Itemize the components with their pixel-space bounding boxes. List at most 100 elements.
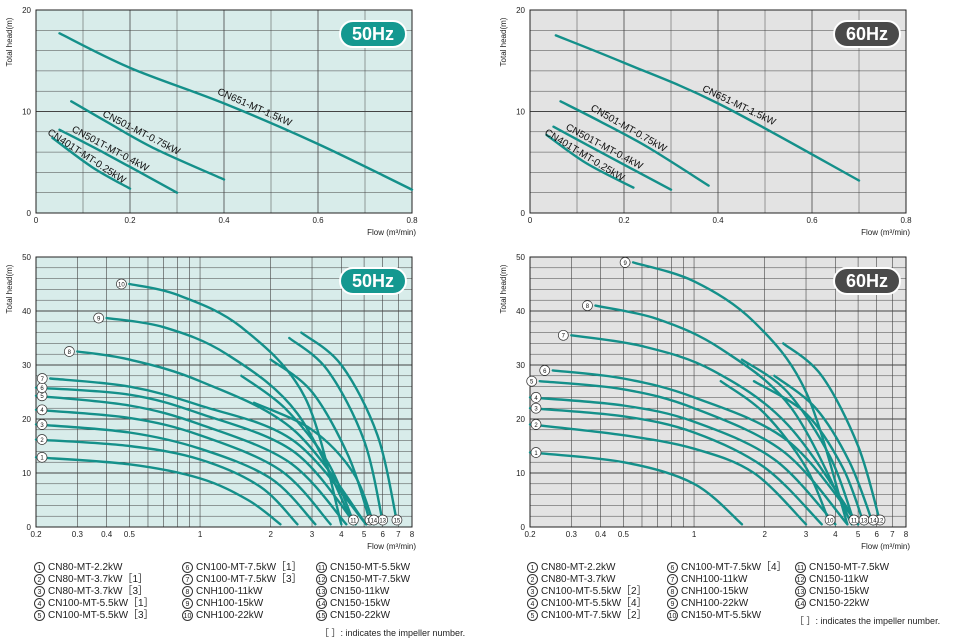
x-axis-label: Flow (m³/min): [367, 542, 416, 551]
legend-item: 7 CNH100-11kW: [667, 574, 787, 586]
series-line: [752, 380, 866, 526]
y-tick-label: 0: [27, 523, 32, 532]
curve-marker-number: 3: [40, 423, 44, 429]
y-tick-label: 10: [516, 469, 525, 478]
x-axis-label: Flow (m³/min): [861, 542, 910, 551]
legend-right-note: ［ ］: indicates the impeller number.: [795, 616, 941, 626]
x-tick-label: 8: [410, 530, 415, 539]
frequency-badge-text: 60Hz: [846, 24, 888, 44]
y-tick-label: 0: [521, 209, 526, 218]
x-tick-label: 0.2: [524, 530, 536, 539]
legend-item-number: 15: [316, 610, 327, 621]
legend-item: 5 CN100-MT-5.5kW［3］: [34, 610, 154, 622]
series-line: [34, 386, 357, 526]
y-tick-label: 30: [516, 361, 525, 370]
series-lines: [51, 32, 414, 194]
frequency-badge: 50Hz: [339, 20, 407, 48]
series-lines: [34, 282, 399, 526]
series-line: [288, 336, 384, 523]
legend-item-number: 9: [667, 598, 678, 609]
series-line: [528, 396, 837, 526]
curve-marker-number: 4: [534, 396, 538, 402]
curve-marker-circle: [557, 329, 569, 341]
frequency-badge-shape: [833, 20, 901, 48]
legend-item: 8 CNH100-11kW: [182, 586, 302, 598]
legend-left-col-1: 1 CN80-MT-2.2kW 2 CN80-MT-3.7kW［1］ 3 CN80-MT-…: [34, 562, 154, 622]
legend-left-col-2: 6 CN100-MT-7.5kW［1］ 7 CN100-MT-7.5kW［3］ 8 CNH…: [182, 562, 302, 622]
y-tick-label: 10: [22, 469, 31, 478]
legend-item-number: 11: [316, 562, 327, 573]
legend-item: 1 CN80-MT-2.2kW: [527, 562, 647, 574]
legend-item-number: 14: [316, 598, 327, 609]
x-tick-label: 0.2: [124, 216, 136, 225]
series-line: [773, 374, 875, 526]
y-axis-label: Total head(m): [5, 17, 14, 66]
chart-top-50: 0 0.2 0.4 0.6 0.8 0 10 20 Flow (m³/min) Total hea…: [5, 6, 418, 237]
x-tick-label: 0.5: [124, 530, 136, 539]
legend-right-col-3: 11 CN150-MT-7.5kW 12 CN150-11kW 13 CN150-15kW…: [795, 562, 889, 610]
legend-item-number: 2: [34, 574, 45, 585]
curve-marker-number: 13: [861, 518, 868, 524]
legend-item: 14 CN150-15kW: [316, 598, 410, 610]
legend-item-number: 9: [182, 598, 193, 609]
x-tick-label: 0.2: [30, 530, 42, 539]
x-tick-label: 7: [396, 530, 401, 539]
legend-item-label: CN80-MT-2.2kW: [541, 562, 616, 574]
x-axis-label: Flow (m³/min): [861, 228, 910, 237]
series-line: [551, 369, 860, 526]
legend-item-label: CN150-MT-5.5kW: [330, 562, 411, 574]
legend-item: 14 CN150-22kW: [795, 598, 889, 610]
curve-marker-circle: [368, 514, 380, 526]
curve-marker-number: 13: [379, 518, 386, 524]
legend-right: 1 CN80-MT-2.2kW 2 CN80-MT-3.7kW 3 CN100-MT-5.…: [527, 562, 964, 626]
legend-item: 15 CN150-22kW: [316, 610, 410, 622]
legend-item-number: 11: [795, 562, 806, 573]
legend-item-number: 7: [182, 574, 193, 585]
series-line: [51, 136, 132, 190]
legend-item: 12 CN150-MT-7.5kW: [316, 574, 410, 586]
curve-marker: 11: [348, 514, 359, 526]
curve-marker-number: 7: [562, 334, 566, 340]
y-axis-label: Total head(m): [5, 264, 14, 313]
series-line: [528, 451, 744, 526]
series-line: [545, 133, 635, 189]
legend-item-label: CN100-MT-5.5kW［2］: [541, 586, 647, 598]
legend-item-number: 3: [527, 586, 538, 597]
series-line: [554, 34, 861, 182]
legend-item-number: 1: [527, 562, 538, 573]
legend-item-label: CN150-15kW: [809, 586, 870, 598]
legend-item: 10 CNH100-22kW: [182, 610, 302, 622]
legend-left-col-3: 11 CN150-MT-5.5kW 12 CN150-MT-7.5kW 13 CN150-…: [316, 562, 410, 622]
curve-marker-number: 1: [534, 451, 538, 457]
x-tick-label: 0.8: [900, 216, 912, 225]
series-line: [34, 394, 348, 526]
legend-item-number: 4: [527, 598, 538, 609]
legend-item-label: CNH100-22kW: [196, 610, 264, 622]
curve-marker-number: 10: [827, 518, 834, 524]
chart-top-60: 0 0.2 0.4 0.6 0.8 0 10 20 Flow (m³/min) Total hea…: [499, 6, 912, 237]
legend-item-label: CN100-MT-7.5kW［2］: [541, 610, 647, 622]
curve-marker-circle: [36, 451, 48, 463]
curve-marker-number: 14: [370, 518, 377, 524]
curve-marker-circle: [619, 257, 631, 268]
curve-marker-number: 5: [530, 380, 534, 386]
x-tick-label: 0.3: [72, 530, 84, 539]
frequency-badge-text: 50Hz: [352, 271, 394, 291]
curve-marker-number: 10: [118, 282, 125, 288]
y-tick-label: 10: [22, 108, 31, 117]
curve-marker: 14: [867, 514, 879, 526]
legend-item-label: CN100-MT-7.5kW［1］: [196, 562, 302, 574]
series-line: [300, 331, 399, 523]
curve-marker-number: 11: [350, 518, 357, 524]
legend-item: 7 CN100-MT-7.5kW［3］: [182, 574, 302, 586]
curve-marker-number: 15: [394, 518, 401, 524]
x-tick-label: 0.5: [618, 530, 630, 539]
legend-item-label: CN150-22kW: [330, 610, 391, 622]
x-tick-label: 2: [762, 530, 767, 539]
x-tick-label: 0.6: [806, 216, 818, 225]
legend-item-label: CN150-11kW: [330, 586, 390, 598]
legend-item-label: CN150-MT-7.5kW: [330, 574, 411, 586]
curve-marker-circle: [36, 404, 48, 416]
curve-marker-number: 3: [534, 407, 538, 413]
curve-marker: 9: [619, 257, 631, 268]
